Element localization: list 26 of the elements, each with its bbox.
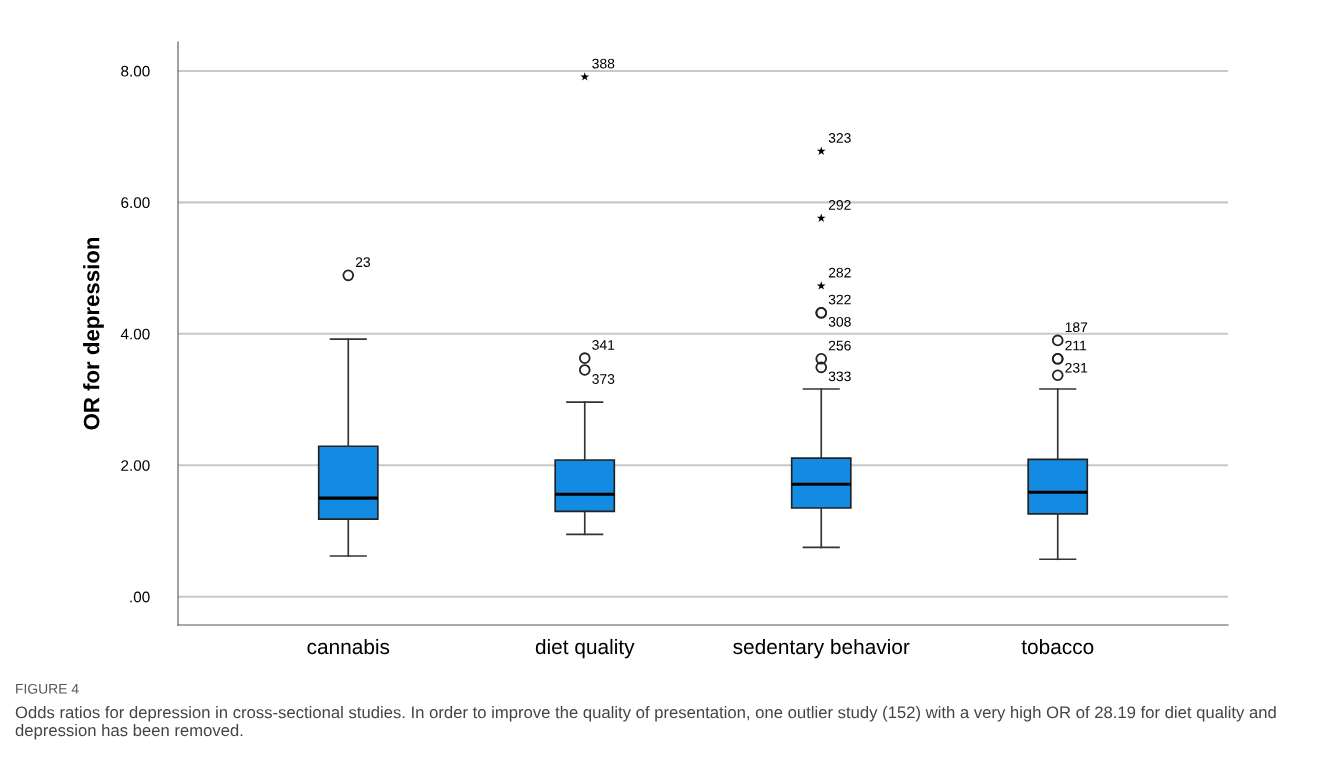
annotation: 388	[592, 58, 615, 69]
y-tick-label: 4.00	[120, 328, 150, 340]
annotation: 231	[1065, 362, 1088, 373]
text: Odds ratios for depression in cross-sectional studies. In order to improve the quality of presentation, one outlier study (152) with a very high OR of 28.19 for diet quality and depression has been removed.	[15, 706, 1276, 740]
x-tick-label: cannabis	[307, 638, 390, 655]
annotation: 373	[592, 374, 615, 384]
x-tick-label: sedentary behavior	[733, 638, 910, 659]
y-axis-title: OR for depression	[83, 237, 104, 430]
annotation: 292	[828, 200, 851, 210]
y-tick-label: 6.00	[121, 197, 150, 209]
y-tick-label: 8.00	[121, 65, 150, 77]
annotation: 23	[355, 257, 371, 268]
annotation: 256	[828, 340, 851, 351]
annotation: 282	[828, 267, 851, 278]
caption: FIGURE 4	[16, 683, 79, 694]
annotation: 341	[592, 340, 615, 350]
x-tick-label: tobacco	[1021, 638, 1094, 655]
annotation: 322	[828, 294, 851, 305]
annotation: 308	[828, 316, 851, 327]
y-tick-label: 2.00	[121, 460, 150, 471]
x-tick-label: diet quality	[535, 638, 635, 659]
y-tick-label: .00	[130, 591, 150, 603]
annotation: 323	[828, 132, 851, 143]
annotation: 333	[828, 371, 851, 382]
annotation: 187	[1065, 322, 1088, 333]
annotation: 211	[1065, 340, 1087, 351]
